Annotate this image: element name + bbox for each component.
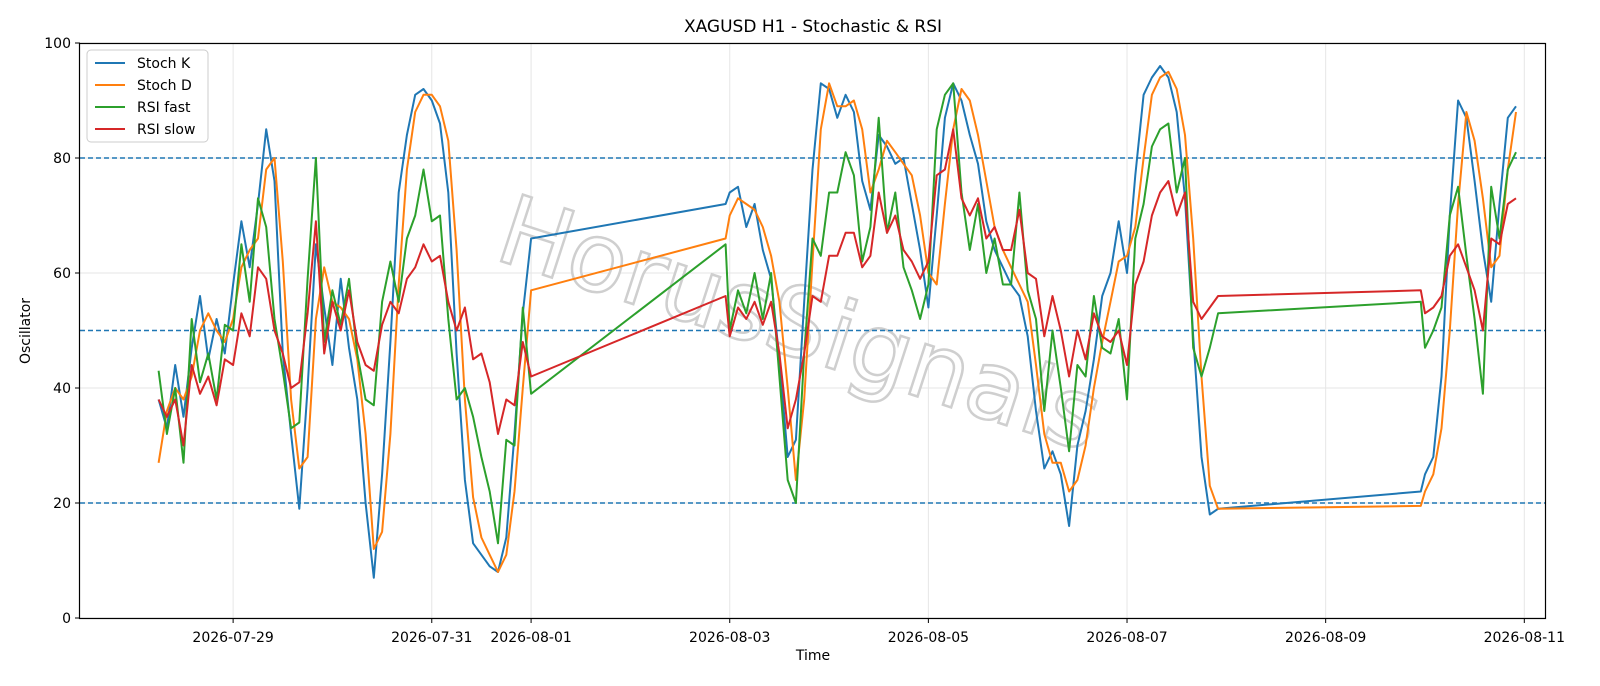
x-tick-label: 2026-08-09 [1285, 630, 1366, 646]
series-line-stoch-d [157, 70, 1517, 573]
series-line-rsi-fast [157, 82, 1517, 545]
x-axis: 2026-07-29 2026-07-31 2026-08-01 2026-08-03… [192, 618, 1565, 646]
y-tick-label: 100 [44, 36, 71, 52]
legend-label: Stoch K [137, 56, 191, 72]
x-tick-label: 2026-08-07 [1086, 630, 1167, 646]
series-lines [157, 65, 1517, 579]
y-axis: 0 20 40 60 80 100 [44, 36, 80, 627]
y-tick-label: 80 [53, 151, 71, 167]
legend-box [86, 49, 209, 143]
legend: Stoch K Stoch D RSI fast RSI slow [86, 49, 209, 143]
y-tick-label: 20 [53, 496, 71, 512]
y-tick-label: 40 [53, 381, 71, 397]
chart-title: XAGUSD H1 - Stochastic & RSI [684, 17, 942, 37]
x-tick-label: 2026-08-05 [888, 630, 969, 646]
x-tick-label: 2026-07-29 [192, 630, 273, 646]
x-tick-label: 2026-08-01 [490, 630, 571, 646]
x-tick-label: 2026-08-03 [689, 630, 770, 646]
plot-frame [78, 42, 1547, 620]
x-axis-label: Time [795, 648, 830, 664]
legend-label: RSI fast [137, 100, 191, 116]
legend-label: RSI slow [137, 122, 195, 138]
legend-label: Stoch D [137, 78, 192, 94]
x-tick-label: 2026-07-31 [391, 630, 472, 646]
y-tick-label: 0 [62, 611, 71, 627]
series-line-rsi-slow [157, 128, 1517, 447]
y-axis-label: Oscillator [18, 298, 34, 364]
x-tick-label: 2026-08-11 [1484, 630, 1565, 646]
y-tick-label: 60 [53, 266, 71, 282]
